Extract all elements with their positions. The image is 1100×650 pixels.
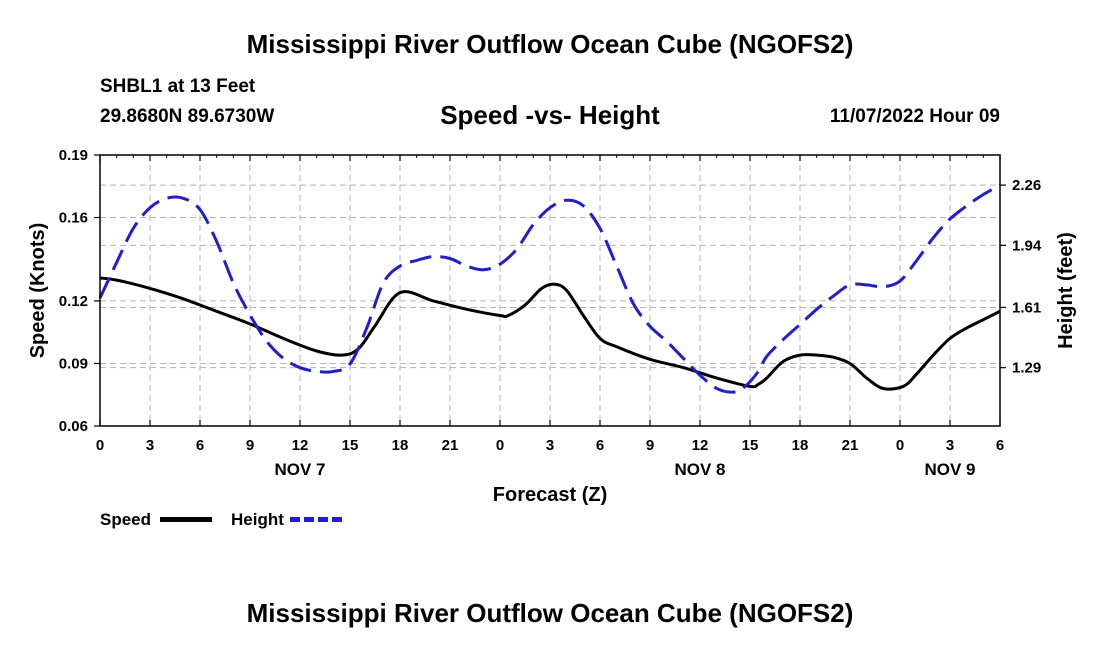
series-line-height [98,183,1001,394]
x-tick-label: 15 [342,437,359,454]
x-tick-label: 15 [742,437,759,454]
x-tick-label: 18 [392,437,409,454]
chart-subtitle: Speed -vs- Height [440,100,660,130]
x-tick-label: 12 [292,437,309,454]
y2-tick-label: 1.94 [1012,237,1042,254]
y2-tick-label: 2.26 [1012,177,1041,194]
day-label: NOV 8 [674,460,725,479]
x-tick-label: 3 [946,437,954,454]
y2-tick-label: 1.61 [1012,299,1041,316]
x-tick-label: 6 [196,437,204,454]
legend-height-swatch [290,517,342,522]
legend-height-label: Height [231,510,284,529]
x-tick-label: 0 [496,437,504,454]
day-label: NOV 7 [274,460,325,479]
y2-axis-label: Height (feet) [1055,232,1077,349]
x-tick-label: 18 [792,437,809,454]
x-tick-label: 3 [146,437,154,454]
repeated-chart-title: Mississippi River Outflow Ocean Cube (NG… [246,598,854,628]
station-label: SHBL1 at 13 Feet [100,76,256,97]
axes: 0 3 6 9 12 15 18 21 0 3 6 9 12 15 18 21 0 3 6 0.06 0.09 0.12 0… [59,147,1042,479]
forecast-datetime: 11/07/2022 Hour 09 [829,106,1000,127]
x-tick-label: 9 [646,437,654,454]
series-line-speed [99,276,1001,391]
legend-speed-swatch [160,517,212,522]
legend-speed-label: Speed [100,510,152,529]
y-tick-label: 0.09 [59,355,88,372]
x-tick-label: 3 [546,437,554,454]
grid [100,155,1000,426]
coordinates-label: 29.8680N 89.6730W [100,106,275,127]
y2-tick-label: 1.29 [1012,360,1041,377]
day-label: NOV 9 [924,460,975,479]
y-tick-label: 0.16 [59,210,88,227]
x-tick-label: 12 [692,437,709,454]
y-tick-label: 0.06 [59,418,88,435]
x-tick-label: 21 [842,437,859,454]
x-tick-label: 21 [442,437,459,454]
y-tick-label: 0.12 [59,293,88,310]
x-tick-label: 0 [96,437,104,454]
series-layer [98,183,1001,394]
y-tick-label: 0.19 [59,147,88,164]
x-tick-label: 9 [246,437,254,454]
y-axis-label: Speed (Knots) [27,223,49,359]
x-tick-label: 0 [896,437,904,454]
x-tick-label: 6 [996,437,1004,454]
chart-title: Mississippi River Outflow Ocean Cube (NG… [246,29,854,59]
x-axis-label: Forecast (Z) [493,484,607,506]
x-tick-label: 6 [596,437,604,454]
